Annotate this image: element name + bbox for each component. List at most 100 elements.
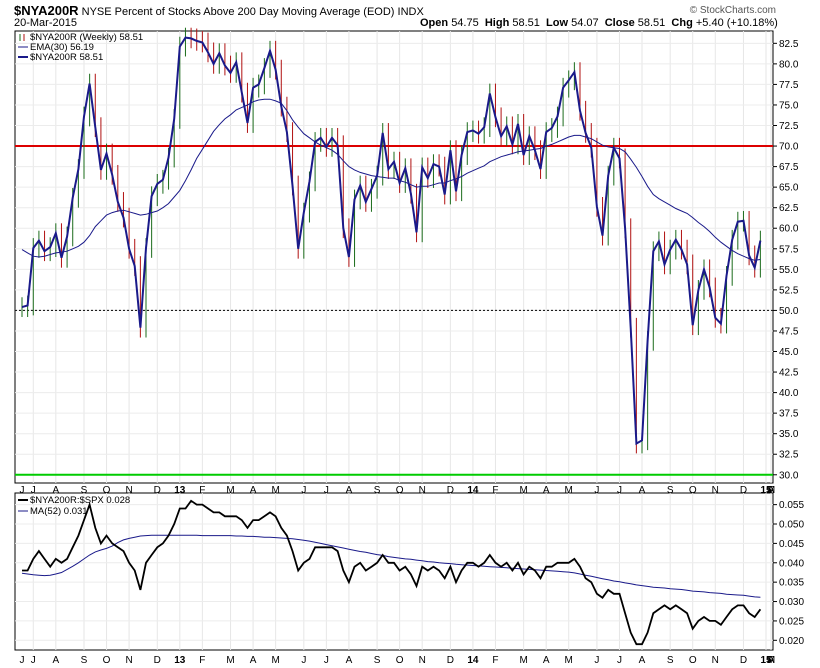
- x-tick-label-bottom: J: [324, 655, 329, 666]
- x-tick-label-top: S: [81, 485, 88, 496]
- x-tick-label-top: N: [419, 485, 426, 496]
- x-tick-label-top: S: [374, 485, 381, 496]
- x-tick-label-top: J: [617, 485, 622, 496]
- x-tick-label-top: D: [447, 485, 454, 496]
- chg-value: +5.40 (+10.18%): [695, 17, 778, 29]
- x-tick-label-top: J: [301, 485, 306, 496]
- x-tick-label-top: M: [565, 485, 573, 496]
- x-tick-label-bottom: M: [271, 655, 279, 666]
- y-tick-label-top: 62.5: [779, 203, 799, 214]
- legend-weekly: $NYA200R (Weekly) 58.51: [30, 32, 143, 43]
- x-tick-label-top: O: [689, 485, 697, 496]
- x-tick-label-bottom: F: [199, 655, 205, 666]
- x-tick-label-top: O: [103, 485, 111, 496]
- y-tick-label-top: 75.0: [779, 100, 799, 111]
- x-tick-label-top: D: [740, 485, 747, 496]
- x-tick-label-bottom: O: [689, 655, 697, 666]
- description: NYSE Percent of Stocks Above 200 Day Mov…: [81, 6, 395, 18]
- y-tick-label-bottom: 0.030: [779, 597, 804, 608]
- x-tick-label-top: D: [154, 485, 161, 496]
- x-tick-label-bottom: J: [31, 655, 36, 666]
- y-tick-label-top: 52.5: [779, 285, 799, 296]
- x-tick-label-bottom: F: [768, 655, 774, 666]
- y-tick-label-bottom: 0.040: [779, 558, 804, 569]
- y-tick-label-top: 32.5: [779, 450, 799, 461]
- x-tick-label-bottom: M: [226, 655, 234, 666]
- y-tick-label-top: 80.0: [779, 59, 799, 70]
- y-tick-label-bottom: 0.020: [779, 636, 804, 647]
- price-panel-frame: [14, 30, 774, 484]
- y-tick-label-top: 67.5: [779, 162, 799, 173]
- x-tick-label-bottom: N: [712, 655, 719, 666]
- y-tick-label-bottom: 0.025: [779, 616, 804, 627]
- ohlc-readout: Open 54.75 High 58.51 Low 54.07 Close 58…: [420, 17, 778, 29]
- chart-date: 20-Mar-2015: [14, 17, 77, 29]
- x-tick-label-top: A: [639, 485, 646, 496]
- x-tick-label-bottom: M: [519, 655, 527, 666]
- y-tick-label-top: 40.0: [779, 388, 799, 399]
- x-tick-label-top: A: [52, 485, 59, 496]
- x-tick-label-bottom: A: [543, 655, 550, 666]
- x-tick-label-top: 13: [174, 485, 186, 496]
- symbol: $NYA200R: [14, 3, 79, 18]
- legend-ratio: $NYA200R:$SPX 0.028: [30, 495, 130, 506]
- x-tick-label-top: M: [519, 485, 527, 496]
- y-tick-label-top: 82.5: [779, 39, 799, 50]
- x-tick-label-bottom: S: [81, 655, 88, 666]
- x-tick-label-bottom: J: [301, 655, 306, 666]
- x-tick-label-bottom: F: [492, 655, 498, 666]
- high-label: High: [484, 17, 510, 29]
- x-tick-label-top: 15: [760, 485, 772, 496]
- exchange: INDX: [397, 6, 424, 18]
- y-tick-label-bottom: 0.035: [779, 578, 804, 589]
- x-tick-label-bottom: A: [768, 655, 775, 666]
- y-tick-label-top: 72.5: [779, 121, 799, 132]
- ratio-line: [22, 499, 762, 646]
- y-tick-label-top: 37.5: [779, 409, 799, 420]
- y-tick-label-top: 77.5: [779, 80, 799, 91]
- y-tick-label-top: 30.0: [779, 470, 799, 481]
- y-tick-label-top: 35.0: [779, 429, 799, 440]
- x-tick-label-top: M: [767, 485, 775, 496]
- y-tick-label-top: 55.0: [779, 265, 799, 276]
- x-tick-label-bottom: 15: [760, 655, 772, 666]
- x-tick-label-bottom: D: [154, 655, 161, 666]
- x-tick-label-bottom: S: [667, 655, 674, 666]
- y-tick-label-top: 57.5: [779, 244, 799, 255]
- x-tick-label-top: N: [712, 485, 719, 496]
- high-value: 58.51: [512, 17, 540, 29]
- x-tick-label-bottom: A: [250, 655, 257, 666]
- x-tick-label-bottom: 14: [467, 655, 479, 666]
- x-tick-label-bottom: J: [594, 655, 599, 666]
- x-tick-label-bottom: S: [374, 655, 381, 666]
- close-label: Close: [604, 17, 635, 29]
- x-tick-label-top: A: [543, 485, 550, 496]
- ma52-line: [21, 534, 761, 598]
- legend-close: $NYA200R 58.51: [30, 52, 103, 63]
- y-tick-label-top: 65.0: [779, 183, 799, 194]
- x-tick-label-bottom: M: [767, 655, 775, 666]
- watermark: © StockCharts.com: [689, 5, 776, 16]
- x-tick-label-top: M: [271, 485, 279, 496]
- y-tick-label-top: 45.0: [779, 347, 799, 358]
- y-tick-label-bottom: 0.050: [779, 520, 804, 531]
- low-value: 54.07: [571, 17, 599, 29]
- x-tick-label-bottom: N: [125, 655, 132, 666]
- x-tick-label-top: S: [667, 485, 674, 496]
- x-tick-label-top: F: [199, 485, 205, 496]
- x-tick-label-bottom: O: [103, 655, 111, 666]
- x-tick-label-bottom: J: [20, 655, 25, 666]
- open-value: 54.75: [451, 17, 479, 29]
- legend-ema: EMA(30) 56.19: [30, 42, 94, 53]
- y-tick-label-top: 47.5: [779, 326, 799, 337]
- x-tick-label-bottom: A: [346, 655, 353, 666]
- x-tick-label-bottom: A: [639, 655, 646, 666]
- x-tick-label-top: A: [250, 485, 257, 496]
- x-tick-label-top: J: [20, 485, 25, 496]
- chg-label: Chg: [671, 17, 693, 29]
- x-tick-label-top: A: [768, 485, 775, 496]
- x-tick-label-top: F: [492, 485, 498, 496]
- nya200r-close-line: [21, 36, 762, 446]
